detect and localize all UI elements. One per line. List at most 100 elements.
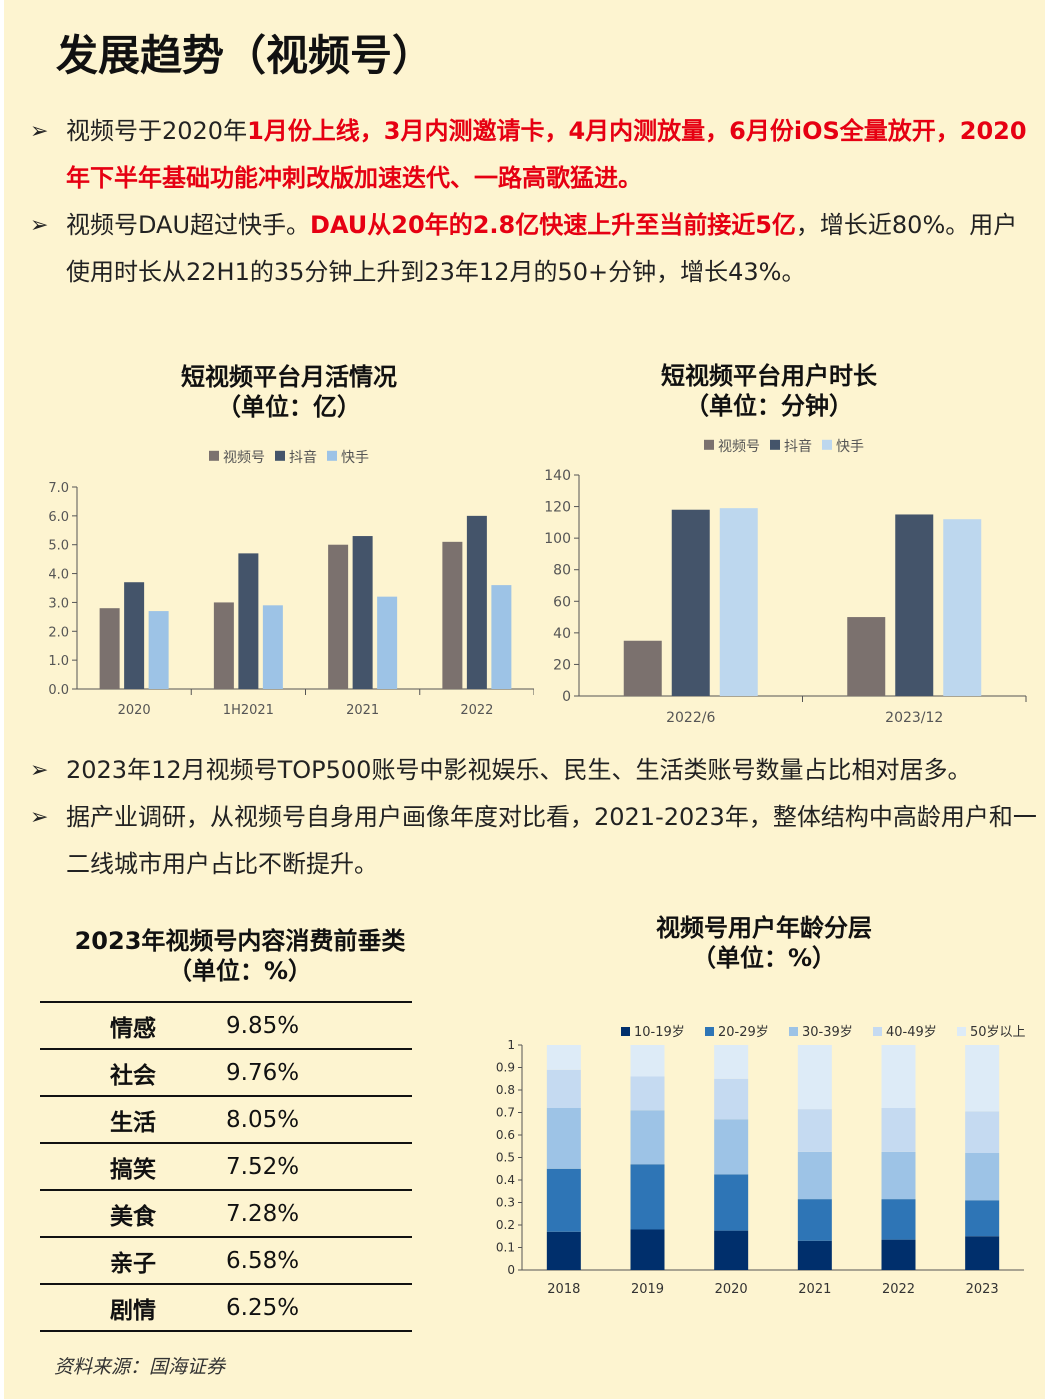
bar-抖音: [124, 582, 145, 689]
legend-label: 抖音: [289, 449, 317, 466]
legend-swatch: [327, 450, 337, 461]
legend-swatch: [873, 1027, 882, 1036]
stacked-bar-50岁以上: [965, 1045, 1000, 1112]
y-tick-label: 0: [562, 689, 571, 705]
stacked-bar-30-39岁: [797, 1151, 832, 1200]
y-tick-label: 5.0: [48, 539, 69, 554]
stacked-bar-30-39岁: [881, 1151, 916, 1200]
stacked-bar-30-39岁: [630, 1110, 665, 1165]
y-tick-label: 0.2: [496, 1218, 515, 1232]
stacked-bar-10-19岁: [797, 1240, 832, 1270]
chart1-title: 短视频平台月活情况 （单位：亿）: [74, 362, 504, 422]
legend-label: 快手: [836, 439, 864, 455]
x-tick-label: 2020: [715, 1282, 748, 1297]
category-table: 情感 9.85% 社会 9.76% 生活 8.05% 搞笑 7.52% 美食 7.28% 亲子 6.5…: [40, 1001, 412, 1332]
bar-快手: [377, 596, 398, 689]
y-tick-label: 0.3: [496, 1196, 515, 1210]
legend-swatch: [621, 1027, 630, 1036]
category-value: 7.52%: [226, 1143, 412, 1191]
category-value: 6.58%: [226, 1237, 412, 1285]
x-tick-label: 2019: [631, 1282, 664, 1297]
bullet-text: 据产业调研，从视频号自身用户画像年度对比看，2021-2023年，整体结构中高龄…: [66, 803, 1037, 878]
stacked-bar-40-49岁: [714, 1078, 749, 1120]
bullet-text: 视频号DAU超过快手。: [66, 211, 311, 239]
table-title-line2: （单位：%）: [167, 957, 313, 985]
source-note: 资料来源：国海证券: [54, 1356, 226, 1378]
bar-抖音: [671, 509, 710, 696]
stacked-bar-50岁以上: [797, 1045, 832, 1110]
legend-label: 快手: [341, 450, 369, 466]
bullet-item: ➢ 视频号DAU超过快手。DAU从20年的2.8亿快速上升至当前接近5亿，增长近8…: [30, 202, 1040, 296]
bullet-item: ➢ 视频号于2020年1月份上线，3月内测邀请卡，4月内测放量，6月份iOS全量放…: [30, 108, 1040, 202]
chart3-title-line1: 视频号用户年龄分层: [656, 914, 872, 942]
chart2-title-line1: 短视频平台用户时长: [661, 362, 877, 390]
category-name: 美食: [40, 1190, 226, 1238]
category-name: 亲子: [40, 1237, 226, 1285]
legend-label: 20-29岁: [718, 1025, 769, 1040]
table-row: 生活 8.05%: [40, 1096, 412, 1144]
stacked-bar-40-49岁: [630, 1076, 665, 1111]
x-tick-label: 2022/6: [666, 710, 715, 726]
stacked-bar-50岁以上: [714, 1045, 749, 1079]
legend-swatch: [789, 1027, 798, 1036]
bar-抖音: [895, 514, 934, 696]
stacked-bar-10-19岁: [881, 1239, 916, 1270]
y-tick-label: 6.0: [48, 510, 69, 525]
bar-快手: [719, 508, 758, 696]
category-name: 剧情: [40, 1284, 226, 1332]
table-row: 社会 9.76%: [40, 1049, 412, 1097]
category-value: 9.76%: [226, 1049, 412, 1097]
stacked-bar-20-29岁: [630, 1164, 665, 1230]
arrow-bullet-icon: ➢: [30, 213, 49, 238]
table-row: 亲子 6.58%: [40, 1237, 412, 1285]
stacked-bar-10-19岁: [714, 1230, 749, 1270]
chart-monthly-active-users: 0.0 1.0 2.0 3.0 4.0 5.0 6.0 7.0 2020 1H2021 2021 20…: [48, 449, 534, 718]
bar-视频号: [328, 544, 349, 689]
bullet-highlight-text: 1月份上线，3月内测邀请卡，4月内测放量，6月份iOS全量放开，2020年下半年…: [66, 117, 1027, 192]
y-tick-label: 100: [544, 531, 571, 547]
stacked-bar-40-49岁: [881, 1108, 916, 1152]
bar-抖音: [466, 515, 487, 689]
table-title-line1: 2023年视频号内容消费前垂类: [74, 927, 406, 955]
bar-视频号: [99, 608, 120, 689]
category-name: 情感: [40, 1001, 226, 1050]
category-value: 7.28%: [226, 1190, 412, 1238]
y-tick-label: 0: [507, 1263, 515, 1277]
legend-swatch: [275, 450, 285, 461]
page: 发展趋势（视频号） ➢ 视频号于2020年1月份上线，3月内测邀请卡，4月内测放量…: [4, 0, 1045, 1399]
y-tick-label: 80: [553, 563, 571, 579]
chart3-title-line2: （单位：%）: [691, 944, 837, 972]
category-name: 搞笑: [40, 1143, 226, 1191]
bar-视频号: [623, 640, 662, 696]
bar-抖音: [352, 536, 373, 689]
chart-age-distribution: 0 0.1 0.2 0.3 0.4 0.5 0.6 0.7 0.8 0.9 1 2018 2019 202…: [496, 1025, 1026, 1297]
y-tick-label: 20: [553, 657, 571, 673]
y-tick-label: 120: [544, 500, 571, 516]
arrow-bullet-icon: ➢: [30, 758, 49, 783]
stacked-bar-10-19岁: [546, 1231, 581, 1270]
y-tick-label: 40: [553, 626, 571, 642]
stacked-bar-30-39岁: [714, 1119, 749, 1175]
bullet-text: ，增长近80%。用户使用时长从22H1的35分钟上升到23年12月的50+分钟，…: [66, 211, 1018, 286]
chart2-title: 短视频平台用户时长 （单位：分钟）: [554, 361, 984, 421]
x-tick-label: 2021: [346, 703, 379, 718]
x-tick-label: 2023: [966, 1282, 999, 1297]
stacked-bar-50岁以上: [881, 1045, 916, 1108]
table-row: 搞笑 7.52%: [40, 1143, 412, 1191]
bullet-text: 2023年12月视频号TOP500账号中影视娱乐、民生、生活类账号数量占比相对居…: [66, 756, 972, 784]
y-tick-label: 60: [553, 594, 571, 610]
y-tick-label: 1.0: [48, 654, 69, 669]
legend-label: 视频号: [718, 439, 760, 455]
bar-快手: [491, 585, 512, 689]
y-tick-label: 0.5: [496, 1151, 515, 1165]
y-tick-label: 0.6: [496, 1128, 515, 1142]
y-tick-label: 4.0: [48, 568, 69, 583]
table-row: 剧情 6.25%: [40, 1284, 412, 1332]
page-title: 发展趋势（视频号）: [56, 31, 435, 80]
table-row: 情感 9.85%: [40, 1001, 412, 1050]
stacked-bar-20-29岁: [546, 1168, 581, 1232]
y-tick-label: 0.4: [496, 1173, 515, 1187]
stacked-bar-10-19岁: [630, 1229, 665, 1270]
legend-swatch: [957, 1027, 966, 1036]
bar-抖音: [238, 553, 259, 689]
